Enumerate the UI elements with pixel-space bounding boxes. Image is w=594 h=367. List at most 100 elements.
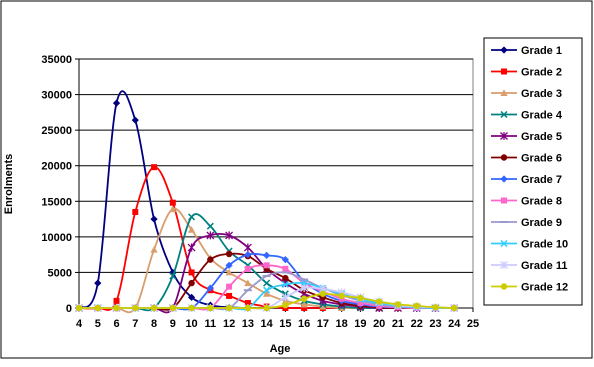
series-1-point	[150, 215, 158, 223]
series-8-point	[282, 265, 289, 272]
series-3-point	[300, 300, 308, 308]
series-12-point	[75, 304, 83, 312]
series-4-point	[206, 222, 214, 230]
x-tick-label: 21	[392, 318, 404, 330]
legend-label: Grade 2	[521, 67, 562, 79]
x-tick-label: 4	[76, 318, 83, 330]
series-5-point	[206, 231, 215, 240]
legend-label: Grade 8	[521, 196, 562, 208]
legend-marker	[500, 46, 508, 54]
series-12-point	[338, 292, 345, 300]
series-3-point	[169, 205, 177, 213]
series-8-point	[376, 302, 383, 309]
series-8-point	[357, 300, 364, 307]
series-1-point	[187, 293, 196, 301]
y-tick-label: 15000	[41, 196, 72, 208]
series-2-point	[132, 208, 139, 215]
x-tick-label: 25	[467, 318, 479, 330]
series-12-point	[188, 304, 195, 312]
y-tick-label: 20000	[41, 161, 72, 173]
series-10-point	[263, 286, 271, 294]
legend-label: Grade 1	[521, 45, 562, 57]
legend-label: Grade 6	[521, 153, 562, 165]
x-tick-label: 23	[429, 318, 441, 330]
x-tick-label: 13	[242, 318, 254, 330]
series-3-point	[187, 226, 196, 233]
series-6-point	[225, 250, 233, 258]
series-4-point	[188, 213, 196, 221]
series-7-point	[225, 261, 233, 269]
series-3-point	[150, 246, 158, 253]
series-2-point	[169, 199, 176, 206]
legend-label: Grade 4	[521, 110, 563, 122]
x-tick-label: 19	[354, 318, 366, 330]
series-12-point	[150, 304, 158, 312]
axes: 0 5000 10000 15000 20000 25000 30000 35000 4 5 6 7 8…	[41, 54, 479, 330]
series-2-point	[226, 292, 233, 299]
legend-marker	[500, 175, 508, 183]
series-4-point	[263, 279, 271, 287]
series-2-point	[244, 300, 251, 307]
series-2-point	[188, 269, 195, 276]
series-6-point	[207, 256, 214, 263]
x-tick-label: 22	[411, 318, 423, 330]
series-12-point	[244, 304, 252, 312]
series-12-point	[132, 304, 139, 312]
series-6-point	[282, 274, 289, 282]
y-tick-label: 0	[66, 303, 72, 315]
x-tick-label: 16	[298, 318, 310, 330]
x-tick-label: 18	[336, 318, 348, 330]
series-1-point	[112, 99, 121, 107]
series-8-point	[244, 265, 251, 272]
legend-marker	[500, 89, 508, 96]
gridlines	[79, 58, 473, 273]
legend-label: Grade 12	[521, 282, 568, 294]
x-tick-label: 17	[317, 318, 329, 330]
x-tick-label: 11	[205, 318, 217, 330]
series-12-point	[319, 290, 327, 297]
series-7-point	[206, 284, 214, 292]
series-10-point	[281, 280, 289, 289]
series-3-point	[319, 302, 327, 310]
series-12-point	[432, 304, 439, 311]
x-tick-label: 12	[223, 318, 235, 330]
series-12-point	[451, 304, 458, 312]
series-5-point	[187, 243, 196, 252]
x-tick-label: 6	[113, 318, 119, 330]
series-12-point	[207, 304, 214, 312]
series-8-point	[226, 283, 233, 290]
chart-border	[0, 0, 593, 359]
legend-label: Grade 11	[521, 260, 567, 272]
y-tick-label: 5000	[48, 267, 72, 279]
series-7-point	[281, 256, 289, 264]
legend-label: Grade 9	[521, 217, 562, 229]
series-6-point	[188, 279, 195, 287]
y-axis-title: Enrolments	[3, 154, 15, 215]
plot-area	[78, 58, 474, 309]
series-12-point	[263, 304, 270, 312]
legend-marker	[500, 110, 508, 119]
series-1-point	[94, 279, 102, 287]
legend-box	[483, 37, 583, 306]
series-11-point	[300, 284, 309, 293]
series-12	[75, 290, 458, 312]
series-8-point	[263, 262, 270, 269]
y-tick-label: 10000	[41, 232, 72, 244]
series-11-point	[281, 293, 290, 302]
x-tick-label: 14	[260, 318, 273, 330]
legend-marker	[500, 261, 508, 269]
series-12-point	[94, 304, 101, 312]
series-1-point	[131, 116, 139, 124]
series-12-point	[282, 301, 289, 309]
y-tick-label: 25000	[41, 125, 72, 137]
legend-marker	[501, 197, 507, 204]
series-12-point	[413, 302, 420, 310]
series-3-point	[263, 290, 271, 297]
series-10-point	[300, 279, 308, 287]
legend-marker	[500, 154, 508, 161]
series-5-point	[243, 243, 252, 252]
x-tick-label: 15	[279, 318, 291, 330]
series-12-point	[357, 294, 364, 302]
